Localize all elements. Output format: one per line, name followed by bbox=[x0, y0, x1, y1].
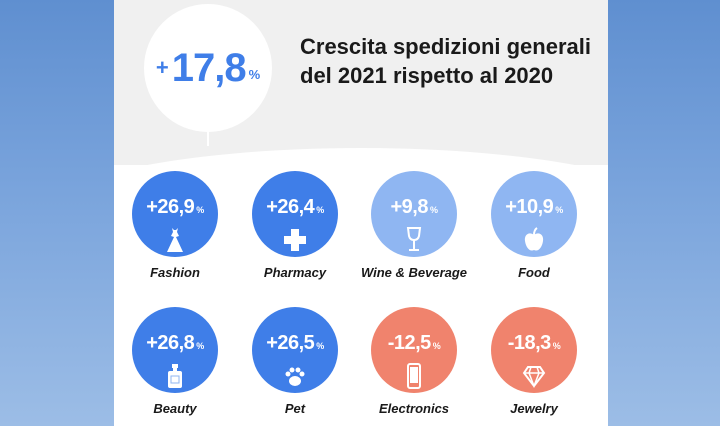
category-value-unit: % bbox=[429, 205, 438, 215]
category-label: Fashion bbox=[150, 265, 200, 280]
total-growth-unit: % bbox=[248, 66, 261, 82]
category-label: Wine & Beverage bbox=[360, 265, 468, 280]
total-growth-circle: + 17,8 % bbox=[144, 4, 272, 132]
perfume-bottle-icon bbox=[163, 363, 187, 389]
category-item: -12,5% Electronics bbox=[354, 307, 474, 416]
category-value-unit: % bbox=[196, 341, 204, 351]
total-growth-sign: + bbox=[155, 55, 169, 80]
infographic-panel: + 17,8 % Crescita spedizioni generali de… bbox=[114, 0, 608, 426]
category-label: Jewelry bbox=[510, 401, 558, 416]
category-value-number: +9,8 bbox=[390, 196, 429, 218]
category-value-unit: % bbox=[432, 341, 441, 351]
category-value-number: -12,5 bbox=[387, 332, 432, 354]
category-label: Food bbox=[518, 265, 550, 280]
category-value: -18,3% bbox=[491, 332, 577, 355]
category-item: +10,9% Food bbox=[474, 171, 594, 280]
category-value: +26,4% bbox=[252, 196, 338, 219]
wine-glass-icon bbox=[402, 227, 426, 253]
headline-title: Crescita spedizioni generali del 2021 ri… bbox=[300, 34, 591, 88]
category-circle: +10,9% bbox=[491, 171, 577, 257]
category-circle: +26,5% bbox=[252, 307, 338, 393]
category-value: -12,5% bbox=[371, 332, 457, 355]
category-value: +9,8% bbox=[371, 196, 457, 219]
category-item: +9,8% Wine & Beverage bbox=[354, 171, 474, 280]
category-item: +26,9% Fashion bbox=[115, 171, 235, 280]
category-value-number: -18,3 bbox=[507, 332, 552, 354]
category-value: +26,9% bbox=[132, 196, 218, 219]
category-circle: -12,5% bbox=[371, 307, 457, 393]
category-value-unit: % bbox=[555, 205, 563, 215]
category-label: Pet bbox=[284, 401, 306, 416]
left-background bbox=[0, 0, 114, 426]
category-value-number: +26,5 bbox=[266, 332, 315, 354]
category-circle: +26,4% bbox=[252, 171, 338, 257]
category-value-unit: % bbox=[196, 205, 204, 215]
category-circle: +26,8% bbox=[132, 307, 218, 393]
category-value-unit: % bbox=[552, 341, 561, 351]
big-circle-stem bbox=[207, 130, 209, 146]
category-circle: -18,3% bbox=[491, 307, 577, 393]
category-label: Beauty bbox=[153, 401, 197, 416]
category-label: Electronics bbox=[378, 401, 450, 416]
category-value-number: +26,8 bbox=[146, 332, 195, 354]
smartphone-icon bbox=[402, 363, 426, 389]
dress-icon bbox=[163, 227, 187, 253]
diamond-icon bbox=[522, 363, 546, 389]
apple-icon bbox=[522, 227, 546, 253]
category-label: Pharmacy bbox=[263, 265, 327, 280]
category-circle: +26,9% bbox=[132, 171, 218, 257]
category-item: +26,5% Pet bbox=[235, 307, 355, 416]
pharmacy-cross-icon bbox=[283, 227, 307, 253]
category-value-number: +26,4 bbox=[266, 196, 315, 218]
category-value: +26,8% bbox=[132, 332, 218, 355]
category-item: +26,8% Beauty bbox=[115, 307, 235, 416]
category-circle: +9,8% bbox=[371, 171, 457, 257]
category-item: -18,3% Jewelry bbox=[474, 307, 594, 416]
total-growth-value: 17,8 bbox=[171, 45, 247, 90]
right-background bbox=[608, 0, 720, 426]
category-value-unit: % bbox=[316, 205, 324, 215]
paw-icon bbox=[283, 363, 307, 389]
category-value-number: +10,9 bbox=[505, 196, 554, 218]
category-item: +26,4% Pharmacy bbox=[235, 171, 355, 280]
category-value-number: +26,9 bbox=[146, 196, 195, 218]
category-value-unit: % bbox=[316, 341, 324, 351]
category-value: +26,5% bbox=[252, 332, 338, 355]
category-value: +10,9% bbox=[491, 196, 577, 219]
